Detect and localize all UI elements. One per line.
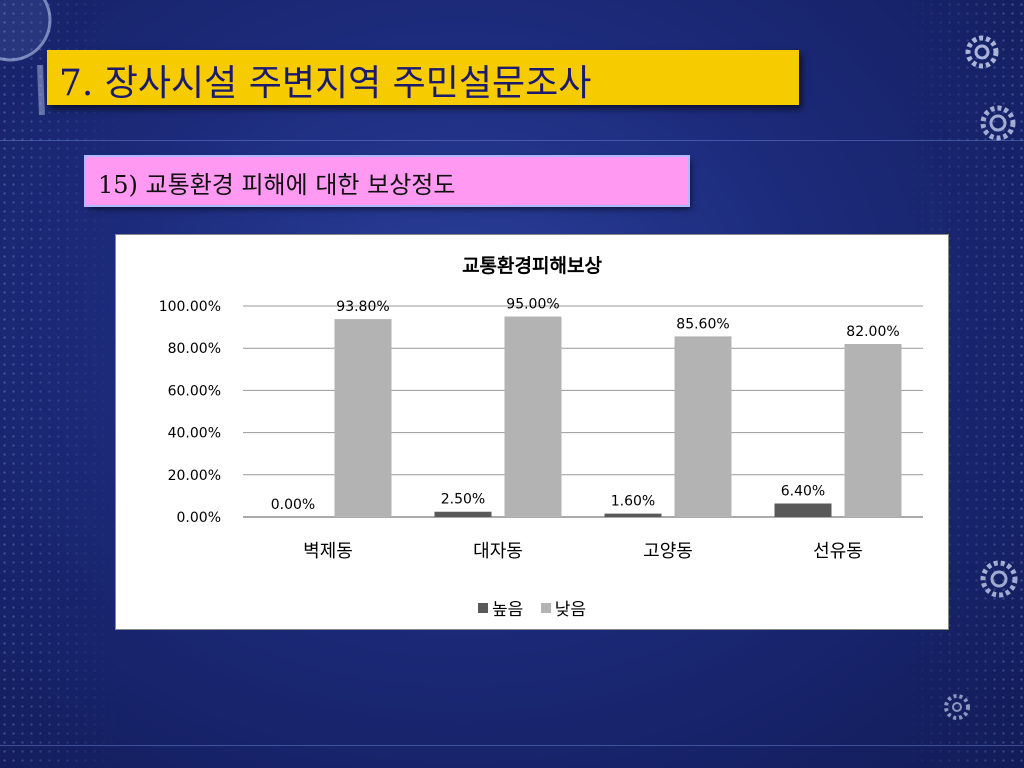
data-label: 85.60% xyxy=(676,316,729,332)
gear-icon xyxy=(944,694,970,720)
y-tick-label: 100.00% xyxy=(159,299,221,315)
data-label: 1.60% xyxy=(611,494,655,510)
y-tick-label: 40.00% xyxy=(168,426,221,442)
data-label: 2.50% xyxy=(441,492,485,508)
slide-title: 7. 장사시설 주변지역 주민설문조사 xyxy=(59,63,592,104)
bar-low xyxy=(844,343,902,517)
y-tick-label: 60.00% xyxy=(168,383,221,399)
data-label: 6.40% xyxy=(781,483,825,499)
data-label: 82.00% xyxy=(846,324,899,340)
legend-label-low: 낮음 xyxy=(554,600,586,620)
background-line xyxy=(0,745,1024,746)
gear-icon xyxy=(965,35,999,69)
bar-high xyxy=(604,513,662,517)
legend-item-high: 높음 xyxy=(478,595,523,620)
chart-title: 교통환경피해보상 xyxy=(462,255,602,277)
legend-swatch-high xyxy=(478,602,489,613)
slide-subtitle: 15) 교통환경 피해에 대한 보상정도 xyxy=(98,171,456,199)
legend-label-high: 높음 xyxy=(492,600,524,620)
x-tick-label: 선유동 xyxy=(813,541,863,562)
bar-high xyxy=(434,511,492,517)
slide-title-box: 7. 장사시설 주변지역 주민설문조사 xyxy=(47,50,799,105)
bar-low xyxy=(674,336,732,517)
data-label: 0.00% xyxy=(271,497,315,513)
background-line xyxy=(0,140,1024,141)
y-tick-label: 80.00% xyxy=(168,341,221,357)
x-tick-label: 대자동 xyxy=(473,541,523,562)
chart-panel: 교통환경피해보상 0.00% 20.00% 40.00% 60.00% 80.00% 10… xyxy=(115,234,949,630)
legend-swatch-low xyxy=(540,602,551,613)
bar-low xyxy=(504,316,562,517)
slide-subtitle-box: 15) 교통환경 피해에 대한 보상정도 xyxy=(86,157,688,205)
bar-low xyxy=(334,319,392,517)
bar-chart: 0.00% 20.00% 40.00% 60.00% 80.00% 100.00% 0.00… xyxy=(159,297,923,562)
gear-icon xyxy=(980,560,1018,598)
legend-item-low: 낮음 xyxy=(540,595,586,620)
x-tick-label: 벽제동 xyxy=(303,541,353,562)
data-label: 93.80% xyxy=(336,299,389,315)
y-tick-label: 0.00% xyxy=(177,510,221,526)
chart-legend: 높음 낮음 xyxy=(116,595,948,620)
y-tick-label: 20.00% xyxy=(168,468,221,484)
data-label: 95.00% xyxy=(506,297,559,313)
x-tick-label: 고양동 xyxy=(643,541,693,562)
bar-high xyxy=(774,503,832,517)
